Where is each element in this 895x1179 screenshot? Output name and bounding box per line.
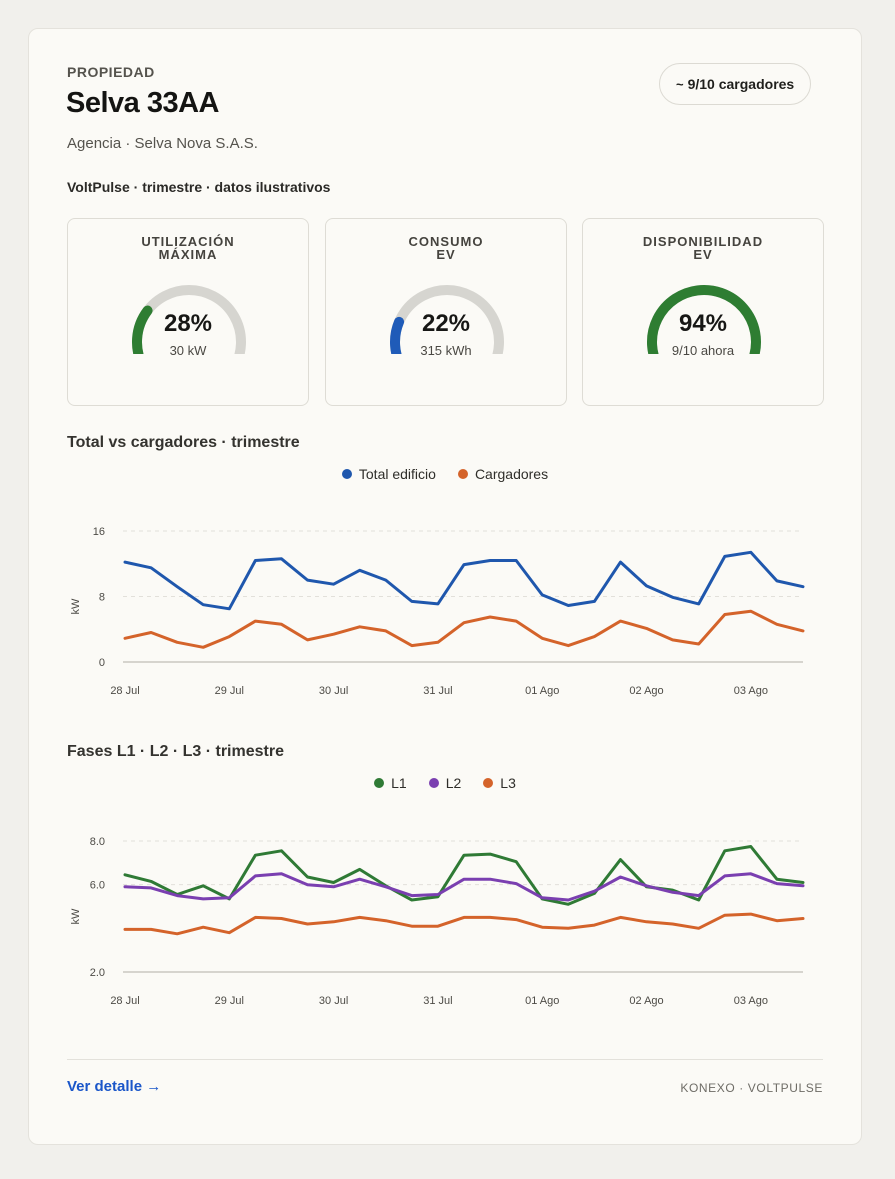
chart-title-total: Total vs cargadores · trimestre	[67, 434, 300, 451]
property-card: PROPIEDAD Selva 33AA Agencia · Selva Nov…	[28, 28, 862, 1145]
kpi-card-max-utilization: UTILIZACIÓN MÁXIMA 28% 30 kW	[67, 218, 309, 406]
y-axis-label: kW	[70, 598, 82, 615]
chart-title-phases: Fases L1 · L2 · L3 · trimestre	[67, 743, 284, 760]
legend-item: Cargadores	[457, 466, 549, 482]
brand-label: KONEXO · VOLTPULSE	[680, 1081, 823, 1095]
legend-item: L2	[428, 775, 462, 791]
legend-dot	[483, 778, 494, 788]
legend-item: L1	[374, 775, 407, 791]
series-line-cargadores	[123, 609, 805, 649]
legend-dot	[374, 778, 385, 788]
x-tick-label: 01 Ago	[525, 685, 559, 697]
chargers-status-pill[interactable]: ~ 9/10 cargadores	[659, 63, 812, 105]
eyebrow: PROPIEDAD	[67, 64, 155, 80]
kpi-gauge	[647, 285, 761, 354]
y-tick-label: 0	[99, 657, 105, 669]
x-tick-label: 03 Ago	[734, 995, 768, 1007]
legend-item: L3	[483, 775, 516, 791]
kpi-gauge	[390, 285, 504, 354]
chargers-status-label: 9/10 cargadores	[687, 76, 795, 92]
series-line-l3	[123, 912, 805, 936]
gauge-fill	[390, 316, 405, 354]
legend-label: Total edificio	[358, 466, 436, 482]
x-tick-label: 02 Ago	[629, 995, 663, 1007]
view-details-link[interactable]: Ver detalle →	[67, 1078, 162, 1095]
legend-label: L1	[391, 775, 407, 791]
kpi-subvalue: 9/10 ahora	[671, 343, 735, 358]
y-tick-label: 6.0	[90, 880, 105, 892]
y-tick-label: 8.0	[90, 836, 105, 848]
kpi-label: UTILIZACIÓN MÁXIMA	[141, 234, 235, 262]
y-tick-label: 8	[99, 592, 105, 604]
chart-phases: 2.0 6.0 8.0 kW 28 Jul 29 Jul 30 Jul 31 Jul 01 Ag…	[70, 836, 805, 1007]
kpi-subvalue: 315 kWh	[420, 343, 472, 358]
kpi-value: 22%	[421, 310, 471, 337]
legend-item: Total edificio	[341, 466, 436, 482]
kpi-label: CONSUMO EV	[408, 234, 484, 262]
legend-dot	[457, 469, 468, 479]
kpi-subvalue: 30 kW	[169, 343, 207, 358]
gauge-fill	[647, 285, 761, 354]
legend-label: Cargadores	[474, 466, 549, 482]
legend-dot	[428, 778, 439, 788]
kpi-card-ev-availability: DISPONIBILIDAD EV 94% 9/10 ahora	[582, 218, 824, 406]
series-line-l1	[123, 845, 805, 906]
agency-label: Agencia · Selva Nova S.A.S.	[67, 135, 258, 152]
x-tick-label: 28 Jul	[110, 995, 139, 1007]
x-tick-label: 29 Jul	[215, 995, 244, 1007]
legend-label: L2	[445, 775, 462, 791]
y-tick-label: 16	[93, 526, 105, 538]
data-subtitle: VoltPulse · trimestre · datos ilustrativ…	[67, 179, 331, 195]
page-title: Selva 33AA	[66, 87, 220, 119]
kpi-label: DISPONIBILIDAD EV	[642, 234, 764, 262]
x-tick-label: 02 Ago	[629, 685, 663, 697]
kpi-gauge	[132, 285, 246, 354]
kpi-value: 28%	[163, 310, 213, 337]
x-tick-label: 01 Ago	[525, 995, 559, 1007]
footer-divider	[67, 1059, 823, 1060]
x-tick-label: 28 Jul	[110, 685, 139, 697]
x-tick-label: 03 Ago	[734, 685, 768, 697]
legend-dot	[341, 469, 352, 479]
y-tick-label: 2.0	[90, 967, 105, 979]
gauge-fill	[132, 305, 153, 354]
series-line-l2	[123, 872, 805, 902]
chart-total-vs-chargers: 0 8 16 kW 28 Jul 29 Jul 30 Jul 31 Jul 01 Ago 02 A…	[70, 526, 805, 697]
series-line-total-edificio	[123, 550, 805, 611]
x-tick-label: 30 Jul	[319, 685, 348, 697]
legend-label: L3	[500, 775, 516, 791]
x-tick-label: 29 Jul	[215, 685, 244, 697]
chart-legend-total: Total edificio Cargadores	[29, 466, 861, 482]
x-tick-label: 30 Jul	[319, 995, 348, 1007]
kpi-card-ev-consumption: CONSUMO EV 22% 315 kWh	[325, 218, 567, 406]
pulse-icon: ~	[676, 76, 684, 92]
chart-legend-phases: L1 L2 L3	[29, 775, 861, 791]
y-axis-label: kW	[70, 908, 82, 925]
kpi-value: 94%	[678, 310, 728, 337]
x-tick-label: 31 Jul	[423, 685, 452, 697]
x-tick-label: 31 Jul	[423, 995, 452, 1007]
